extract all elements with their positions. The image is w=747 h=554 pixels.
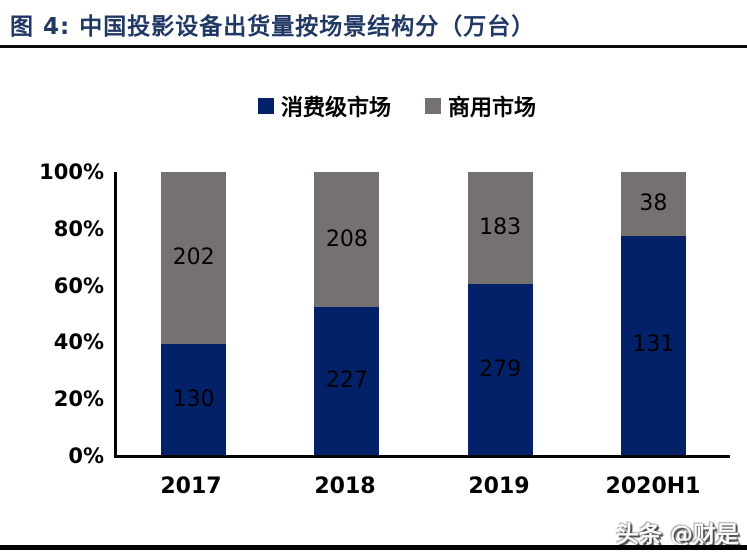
legend: 消费级市场 商用市场 bbox=[90, 90, 704, 122]
bar-segment-2018-消费级市场: 227 bbox=[314, 307, 380, 455]
legend-label-commercial: 商用市场 bbox=[448, 96, 537, 121]
plot-frame: 202 130 208 227 183 279 38 131 bbox=[114, 172, 730, 458]
bar-segment-2017-消费级市场: 130 bbox=[161, 344, 227, 455]
watermark: 头条 @财是 bbox=[615, 522, 739, 548]
bar-value-label: 202 bbox=[172, 245, 215, 271]
bar-segment-2020H1-商用市场: 38 bbox=[620, 172, 686, 236]
bar-2018: 208 227 bbox=[270, 172, 423, 455]
x-axis: 2017 2018 2019 2020H1 bbox=[114, 474, 730, 499]
plot-area: 202 130 208 227 183 279 38 131 bbox=[117, 172, 730, 455]
y-axis-tick-label: 0% bbox=[68, 444, 104, 468]
bar-value-label: 279 bbox=[479, 356, 522, 382]
y-axis-tick-label: 80% bbox=[53, 216, 104, 241]
bar-value-label: 38 bbox=[639, 190, 668, 216]
y-axis-tick-label: 20% bbox=[53, 387, 104, 412]
bar-stack-2020H1: 38 131 bbox=[620, 172, 686, 455]
bar-value-label: 208 bbox=[325, 226, 368, 252]
bar-segment-2019-消费级市场: 279 bbox=[467, 284, 533, 455]
bar-stack-2017: 202 130 bbox=[161, 172, 227, 455]
y-axis-tick-label: 60% bbox=[53, 273, 104, 298]
bottom-divider bbox=[0, 545, 747, 550]
legend-swatch-consumer bbox=[257, 98, 274, 114]
bar-segment-2020H1-消费级市场: 131 bbox=[620, 235, 686, 455]
title-divider bbox=[0, 45, 747, 48]
bar-segment-2018-商用市场: 208 bbox=[314, 172, 380, 308]
bar-value-label: 183 bbox=[479, 215, 522, 241]
bar-value-label: 227 bbox=[325, 368, 368, 394]
bar-stack-2019: 183 279 bbox=[467, 172, 533, 455]
legend-label-consumer: 消费级市场 bbox=[280, 96, 391, 121]
bar-2019: 183 279 bbox=[424, 172, 577, 455]
x-axis-tick-label: 2018 bbox=[314, 474, 376, 499]
bar-2017: 202 130 bbox=[117, 172, 270, 455]
bar-value-label: 130 bbox=[172, 386, 215, 412]
bar-2020H1: 38 131 bbox=[577, 172, 730, 455]
y-axis-tick-label: 100% bbox=[39, 160, 104, 184]
bar-stack-2018: 208 227 bbox=[314, 172, 380, 455]
legend-item-commercial: 商用市场 bbox=[425, 90, 536, 122]
bar-value-label: 131 bbox=[632, 332, 675, 358]
x-axis-tick-label: 2020H1 bbox=[605, 474, 701, 499]
chart-title: 图 4: 中国投影设备出货量按场景结构分（万台） bbox=[10, 14, 536, 40]
x-axis-tick-label: 2019 bbox=[468, 474, 530, 499]
bar-segment-2017-商用市场: 202 bbox=[161, 172, 227, 345]
legend-swatch-commercial bbox=[425, 98, 441, 114]
legend-item-consumer: 消费级市场 bbox=[257, 90, 391, 122]
bar-segment-2019-商用市场: 183 bbox=[467, 172, 533, 285]
x-axis-tick-label: 2017 bbox=[160, 474, 222, 499]
y-axis: 100% 80% 60% 40% 20% 0% bbox=[0, 160, 104, 468]
y-axis-tick-label: 40% bbox=[53, 330, 104, 355]
